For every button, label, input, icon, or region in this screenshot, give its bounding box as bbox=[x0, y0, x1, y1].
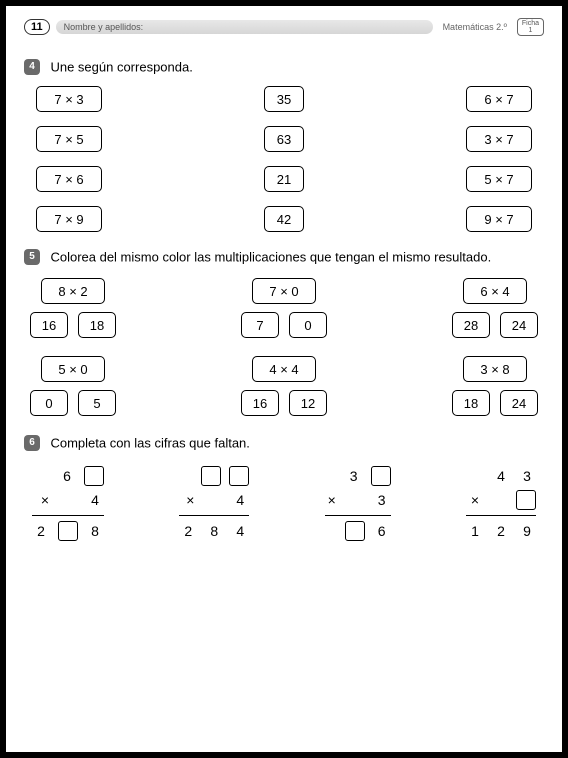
color-group: 4 × 4 16 12 bbox=[241, 356, 327, 416]
digit: 4 bbox=[231, 492, 249, 508]
worksheet-page: 11 Nombre y apellidos: Matemáticas 2.º F… bbox=[0, 0, 568, 758]
digit: 2 bbox=[32, 523, 50, 539]
mult-box[interactable]: 4 × 4 bbox=[252, 356, 316, 382]
result-box[interactable]: 5 bbox=[78, 390, 116, 416]
result-box[interactable]: 16 bbox=[30, 312, 68, 338]
digit: 6 bbox=[58, 468, 76, 484]
digit: 2 bbox=[179, 523, 197, 539]
times-icon: × bbox=[468, 492, 482, 508]
ficha-badge: Ficha 1 bbox=[517, 18, 544, 36]
result-box[interactable]: 12 bbox=[289, 390, 327, 416]
mult-problem: × 4 284 bbox=[179, 464, 249, 543]
match-box[interactable]: 5 × 7 bbox=[466, 166, 532, 192]
digit: 3 bbox=[345, 468, 363, 484]
page-number: 11 bbox=[24, 19, 50, 35]
match-box[interactable]: 7 × 5 bbox=[36, 126, 102, 152]
pair: 16 12 bbox=[241, 390, 327, 416]
blank-box[interactable] bbox=[58, 521, 78, 541]
match-box[interactable]: 6 × 7 bbox=[466, 86, 532, 112]
result-box[interactable]: 28 bbox=[452, 312, 490, 338]
digit: 8 bbox=[86, 523, 104, 539]
ex5-title: Colorea del mismo color las multiplicaci… bbox=[50, 249, 491, 264]
result-box[interactable]: 7 bbox=[241, 312, 279, 338]
digit: 2 bbox=[492, 523, 510, 539]
digit: 9 bbox=[518, 523, 536, 539]
times-icon: × bbox=[38, 492, 52, 508]
blank-box[interactable] bbox=[371, 466, 391, 486]
exercise-5: 5 Colorea del mismo color las multiplica… bbox=[24, 248, 544, 416]
blank-box[interactable] bbox=[229, 466, 249, 486]
mult-box[interactable]: 3 × 8 bbox=[463, 356, 527, 382]
ex-number-icon: 6 bbox=[24, 435, 40, 451]
color-group: 8 × 2 16 18 bbox=[30, 278, 116, 338]
pair: 7 0 bbox=[241, 312, 327, 338]
mult-box[interactable]: 7 × 0 bbox=[252, 278, 316, 304]
result-box[interactable]: 0 bbox=[30, 390, 68, 416]
pair: 0 5 bbox=[30, 390, 116, 416]
result-box[interactable]: 16 bbox=[241, 390, 279, 416]
blank-box[interactable] bbox=[345, 521, 365, 541]
match-box[interactable]: 21 bbox=[264, 166, 304, 192]
ex4-title: Une según corresponda. bbox=[50, 59, 192, 74]
mult-box[interactable]: 5 × 0 bbox=[41, 356, 105, 382]
mult-box[interactable]: 8 × 2 bbox=[41, 278, 105, 304]
color-group: 5 × 0 0 5 bbox=[30, 356, 116, 416]
exercise-6: 6 Completa con las cifras que faltan. 6 ×… bbox=[24, 434, 544, 543]
digit: 6 bbox=[373, 523, 391, 539]
blank-box[interactable] bbox=[201, 466, 221, 486]
digit: 8 bbox=[205, 523, 223, 539]
result-box[interactable]: 18 bbox=[452, 390, 490, 416]
ex5-row1: 8 × 2 16 18 7 × 0 7 0 6 × 4 28 24 bbox=[24, 278, 544, 338]
ex4-row: 7 × 3 35 6 × 7 bbox=[24, 86, 544, 112]
pair: 28 24 bbox=[452, 312, 538, 338]
ficha-num: 1 bbox=[528, 27, 532, 34]
mult-problem: 3 × 3 6 bbox=[325, 464, 391, 543]
digit: 3 bbox=[373, 492, 391, 508]
ficha-top: Ficha bbox=[522, 20, 539, 27]
blank-box[interactable] bbox=[516, 490, 536, 510]
match-box[interactable]: 3 × 7 bbox=[466, 126, 532, 152]
match-box[interactable]: 63 bbox=[264, 126, 304, 152]
match-box[interactable]: 42 bbox=[264, 206, 304, 232]
digit: 4 bbox=[492, 468, 510, 484]
subject-label: Matemáticas 2.º bbox=[443, 22, 507, 32]
ex-number-icon: 5 bbox=[24, 249, 40, 265]
match-box[interactable]: 7 × 9 bbox=[36, 206, 102, 232]
result-box[interactable]: 18 bbox=[78, 312, 116, 338]
match-box[interactable]: 9 × 7 bbox=[466, 206, 532, 232]
pair: 18 24 bbox=[452, 390, 538, 416]
digit: 4 bbox=[86, 492, 104, 508]
ex4-rows: 7 × 3 35 6 × 7 7 × 5 63 3 × 7 7 × 6 21 5… bbox=[24, 86, 544, 232]
mult-problem: 43 × 129 bbox=[466, 464, 536, 543]
times-icon: × bbox=[183, 492, 197, 508]
exercise-4: 4 Une según corresponda. 7 × 3 35 6 × 7 … bbox=[24, 58, 544, 232]
ex4-row: 7 × 5 63 3 × 7 bbox=[24, 126, 544, 152]
ex5-row2: 5 × 0 0 5 4 × 4 16 12 3 × 8 18 24 bbox=[24, 356, 544, 416]
result-box[interactable]: 24 bbox=[500, 312, 538, 338]
digit: 4 bbox=[231, 523, 249, 539]
match-box[interactable]: 7 × 6 bbox=[36, 166, 102, 192]
name-field[interactable]: Nombre y apellidos: bbox=[56, 20, 433, 34]
mult-box[interactable]: 6 × 4 bbox=[463, 278, 527, 304]
result-box[interactable]: 0 bbox=[289, 312, 327, 338]
mult-problem: 6 × 4 2 8 bbox=[32, 464, 104, 543]
blank-box[interactable] bbox=[84, 466, 104, 486]
match-box[interactable]: 35 bbox=[264, 86, 304, 112]
ex6-problems: 6×428×42843×3643×129 bbox=[24, 464, 544, 543]
header: 11 Nombre y apellidos: Matemáticas 2.º F… bbox=[24, 18, 544, 36]
ex4-row: 7 × 6 21 5 × 7 bbox=[24, 166, 544, 192]
color-group: 7 × 0 7 0 bbox=[241, 278, 327, 338]
ex-number-icon: 4 bbox=[24, 59, 40, 75]
digit: 3 bbox=[518, 468, 536, 484]
times-icon: × bbox=[325, 492, 339, 508]
digit: 1 bbox=[466, 523, 484, 539]
match-box[interactable]: 7 × 3 bbox=[36, 86, 102, 112]
ex6-title: Completa con las cifras que faltan. bbox=[50, 435, 249, 450]
color-group: 6 × 4 28 24 bbox=[452, 278, 538, 338]
color-group: 3 × 8 18 24 bbox=[452, 356, 538, 416]
pair: 16 18 bbox=[30, 312, 116, 338]
ex4-row: 7 × 9 42 9 × 7 bbox=[24, 206, 544, 232]
result-box[interactable]: 24 bbox=[500, 390, 538, 416]
